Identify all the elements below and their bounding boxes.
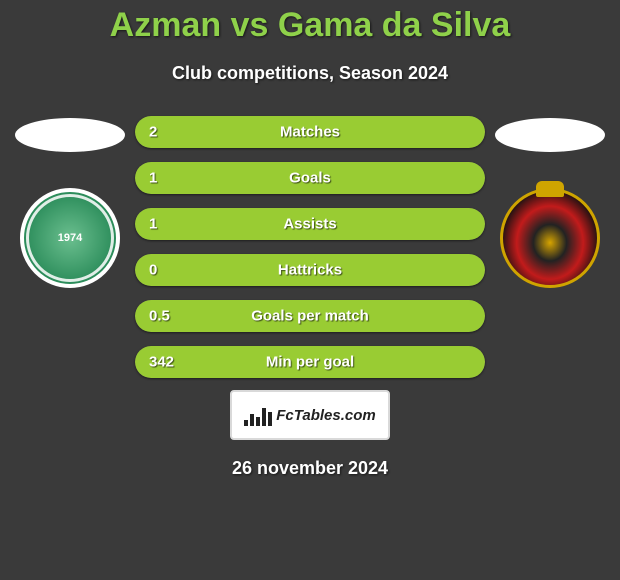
stat-bar-min-per-goal: 342 Min per goal (135, 346, 485, 378)
stat-bar-goals-per-match: 0.5 Goals per match (135, 300, 485, 332)
stat-value: 0 (149, 262, 157, 279)
left-crest-year: 1974 (58, 232, 82, 244)
left-ellipse (15, 118, 125, 152)
left-column: 1974 (10, 116, 130, 288)
comparison-title: Azman vs Gama da Silva (0, 0, 620, 45)
stats-column: 2 Matches 1 Goals 1 Assists 0 Hattricks 0.5 Goals… (130, 116, 490, 378)
main-row: 1974 2 Matches 1 Goals 1 Assists 0 Hattricks 0.5… (0, 116, 620, 378)
comparison-subtitle: Club competitions, Season 2024 (0, 63, 620, 84)
stat-label: Min per goal (266, 354, 354, 371)
stat-value: 342 (149, 354, 174, 371)
stat-label: Assists (283, 216, 336, 233)
right-column (490, 116, 610, 288)
brand-text: FcTables.com (276, 407, 375, 424)
right-ellipse (495, 118, 605, 152)
stat-bar-assists: 1 Assists (135, 208, 485, 240)
stat-bar-hattricks: 0 Hattricks (135, 254, 485, 286)
stat-label: Hattricks (278, 262, 342, 279)
stat-value: 1 (149, 216, 157, 233)
stat-label: Matches (280, 124, 340, 141)
brand-icon (244, 404, 272, 426)
right-club-crest (500, 188, 600, 288)
stat-label: Goals per match (251, 308, 369, 325)
left-club-crest: 1974 (20, 188, 120, 288)
comparison-date: 26 november 2024 (0, 458, 620, 479)
stat-value: 1 (149, 170, 157, 187)
stat-value: 2 (149, 124, 157, 141)
stat-label: Goals (289, 170, 331, 187)
brand-link[interactable]: FcTables.com (230, 390, 390, 440)
stat-bar-goals: 1 Goals (135, 162, 485, 194)
stat-bar-matches: 2 Matches (135, 116, 485, 148)
stat-value: 0.5 (149, 308, 170, 325)
